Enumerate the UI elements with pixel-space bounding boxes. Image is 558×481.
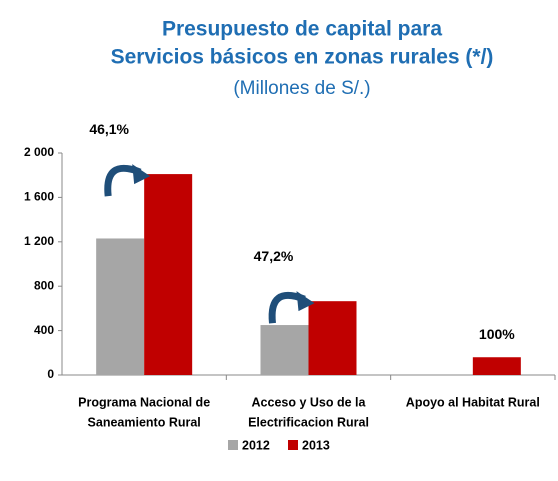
y-tick-label: 2 000 (24, 145, 54, 159)
legend-label: 2013 (302, 438, 330, 452)
chart-title: Servicios básicos en zonas rurales (*/) (111, 46, 494, 69)
y-tick-label: 1 200 (24, 234, 54, 248)
y-tick-label: 400 (34, 323, 54, 337)
x-tick-label: Apoyo al Habitat Rural (406, 395, 540, 409)
y-tick-label: 1 600 (24, 190, 54, 204)
x-tick-label: Saneamiento Rural (88, 415, 201, 429)
x-tick-label: Acceso y Uso de la (252, 395, 367, 409)
x-tick-label: Electrificacion Rural (248, 415, 369, 429)
arrow-head (296, 291, 315, 312)
annotation: 46,1% (89, 121, 129, 137)
y-tick-label: 800 (34, 278, 54, 292)
x-tick-label: Programa Nacional de (78, 395, 210, 409)
bar (96, 238, 145, 375)
chart-title: Presupuesto de capital para (162, 18, 442, 41)
annotation: 100% (479, 326, 515, 342)
chart-subtitle: (Millones de S/.) (233, 78, 370, 99)
bar (260, 325, 309, 375)
legend-swatch (228, 440, 238, 450)
y-tick-label: 0 (47, 367, 54, 381)
bar (472, 357, 521, 375)
legend-label: 2012 (242, 438, 270, 452)
bar (144, 174, 193, 375)
bar (308, 301, 357, 375)
arrow-head (132, 164, 151, 185)
legend-swatch (288, 440, 298, 450)
annotation: 47,2% (254, 248, 294, 264)
